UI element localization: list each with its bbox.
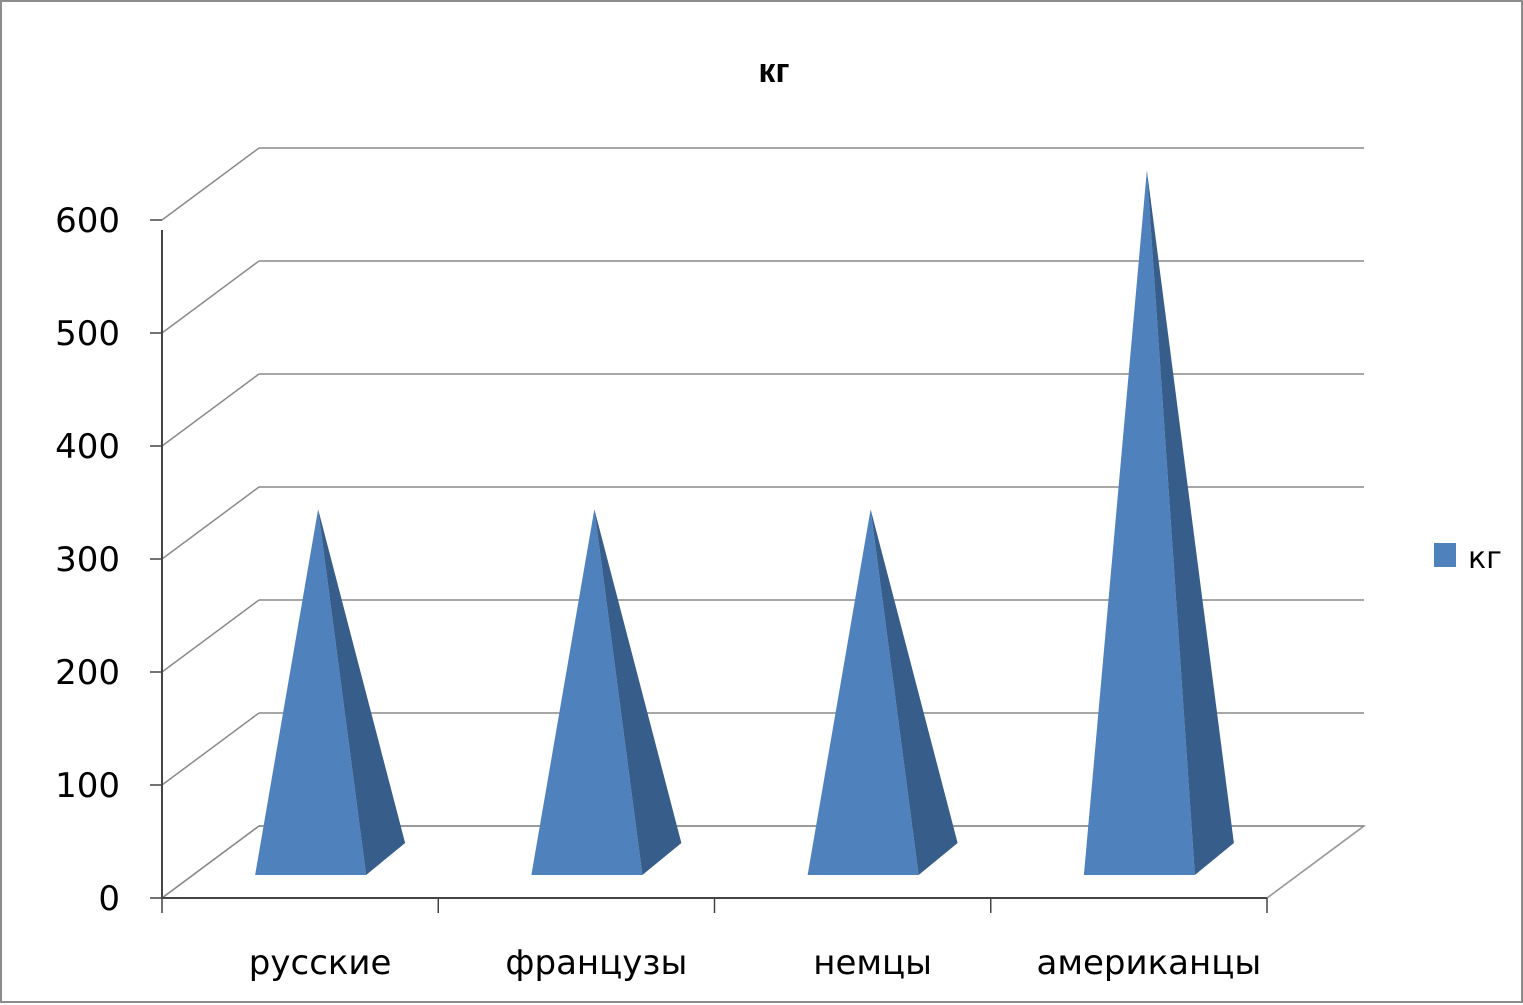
gridline-side [161, 260, 260, 334]
legend-swatch [1434, 543, 1456, 567]
gridline-side [161, 825, 260, 899]
pyramid-bars [255, 170, 1234, 876]
pyramid-side-face [318, 509, 406, 875]
pyramid-front-face [531, 509, 643, 875]
pyramid-front-face [1083, 170, 1195, 876]
x-axis-category-labels: русские французы немцы американцы [249, 943, 1261, 983]
pyramid-side-face [1146, 170, 1234, 876]
y-tick-label: 100 [55, 766, 120, 806]
chart-title: кг [758, 52, 789, 90]
gridline-side [161, 147, 260, 221]
gridline-side [161, 599, 260, 673]
y-tick-label: 200 [55, 653, 120, 693]
pyramid-front-face [807, 509, 919, 875]
x-tick-label: американцы [1037, 943, 1262, 983]
y-tick-label: 400 [55, 427, 120, 467]
gridline-side [161, 373, 260, 447]
y-tick-label: 600 [55, 201, 120, 241]
pyramid-bar [255, 509, 406, 875]
x-tick-label: французы [505, 943, 687, 983]
y-tick-label: 500 [55, 314, 120, 354]
y-tick-label: 0 [98, 879, 120, 919]
gridline-side [161, 486, 260, 560]
x-tick-label: немцы [813, 943, 932, 983]
axes [150, 219, 1268, 913]
pyramid-bar [531, 509, 682, 875]
floor-edge [1266, 825, 1365, 899]
pyramid-bar [1083, 170, 1234, 876]
legend-label: кг [1468, 541, 1502, 576]
pyramid-side-face [594, 509, 682, 875]
x-tick-label: русские [249, 943, 392, 983]
pyramid-bar [807, 509, 958, 875]
gridline-side [161, 712, 260, 786]
y-tick-label: 300 [55, 540, 120, 580]
pyramid-side-face [870, 509, 958, 875]
y-axis-tick-labels: 0 100 200 300 400 500 600 [55, 201, 120, 919]
legend: кг [1434, 541, 1502, 576]
pyramid-front-face [255, 509, 367, 875]
